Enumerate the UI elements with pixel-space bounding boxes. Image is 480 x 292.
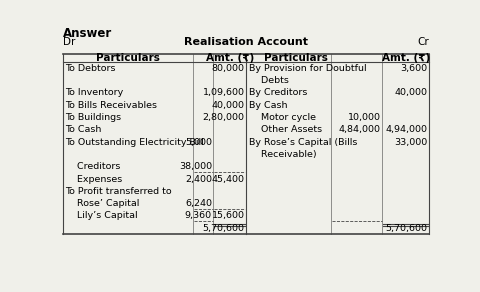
Text: 9,360: 9,360 [185,211,212,220]
Text: To Cash: To Cash [65,125,102,134]
Text: 2,400: 2,400 [185,175,212,184]
Text: 5,000: 5,000 [185,138,212,147]
Text: 40,000: 40,000 [212,101,244,110]
Text: 4,84,000: 4,84,000 [339,125,381,134]
Text: Debts: Debts [249,76,289,85]
Text: 15,600: 15,600 [212,211,244,220]
Text: Amt. (₹): Amt. (₹) [205,53,254,63]
Text: Creditors: Creditors [65,162,121,171]
Text: Particulars: Particulars [264,53,328,63]
Text: By Creditors: By Creditors [249,88,308,97]
Text: To Buildings: To Buildings [65,113,121,122]
Text: Motor cycle: Motor cycle [249,113,316,122]
Text: To Debtors: To Debtors [65,64,116,73]
Text: 3,600: 3,600 [400,64,427,73]
Text: 80,000: 80,000 [212,64,244,73]
Text: 5,70,600: 5,70,600 [385,224,427,233]
Text: To Outstanding Electricity Bill: To Outstanding Electricity Bill [65,138,204,147]
Text: 40,000: 40,000 [395,88,427,97]
Text: Answer: Answer [63,27,112,40]
Text: 33,000: 33,000 [394,138,427,147]
Text: 2,80,000: 2,80,000 [203,113,244,122]
Text: 1,09,600: 1,09,600 [203,88,244,97]
Text: 5,70,600: 5,70,600 [203,224,244,233]
Text: 38,000: 38,000 [179,162,212,171]
Text: Receivable): Receivable) [249,150,317,159]
Text: Amt. (₹): Amt. (₹) [382,53,430,63]
Text: Realisation Account: Realisation Account [184,37,308,47]
Text: By Cash: By Cash [249,101,288,110]
Text: Other Assets: Other Assets [249,125,322,134]
Text: To Profit transferred to: To Profit transferred to [65,187,172,196]
Text: To Inventory: To Inventory [65,88,124,97]
Text: 45,400: 45,400 [212,175,244,184]
Text: Rose’ Capital: Rose’ Capital [65,199,140,208]
Text: 6,240: 6,240 [185,199,212,208]
Text: 4,94,000: 4,94,000 [385,125,427,134]
Text: Cr: Cr [417,37,429,47]
Text: Dr: Dr [63,37,75,47]
Text: By Rose’s Capital (Bills: By Rose’s Capital (Bills [249,138,358,147]
Text: Particulars: Particulars [96,53,160,63]
Text: 10,000: 10,000 [348,113,381,122]
Text: Lily’s Capital: Lily’s Capital [65,211,138,220]
Text: To Bills Receivables: To Bills Receivables [65,101,157,110]
Text: Expenses: Expenses [65,175,123,184]
Text: By Provision for Doubtful: By Provision for Doubtful [249,64,367,73]
